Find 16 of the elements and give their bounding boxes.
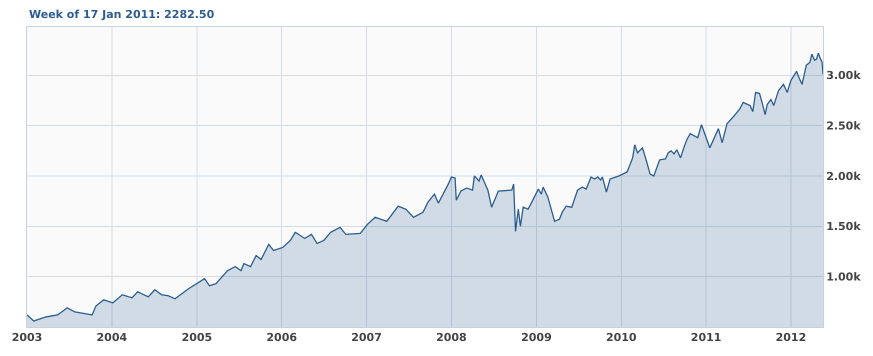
x-tick-label: 2003 [12, 331, 42, 344]
y-tick-label: 1.50k [826, 220, 862, 234]
y-tick-label: 2.50k [826, 120, 862, 133]
y-tick-label: 1.00k [826, 270, 862, 284]
x-tick-label: 2009 [521, 331, 552, 344]
x-tick-label: 2012 [776, 331, 806, 344]
y-tick-label: 3.00k [826, 69, 862, 82]
x-tick-label: 2006 [266, 331, 298, 344]
x-tick-label: 2007 [351, 331, 382, 344]
x-tick-label: 2004 [96, 331, 128, 344]
y-tick-label: 2.00k [826, 170, 862, 183]
x-tick-label: 2010 [606, 331, 637, 344]
text: Week of 17 Jan 2011: 2282.50 [29, 8, 215, 21]
x-tick-label: 2011 [690, 331, 722, 344]
x-tick-label: 2008 [436, 331, 467, 344]
x-tick-label: 2005 [182, 331, 212, 344]
